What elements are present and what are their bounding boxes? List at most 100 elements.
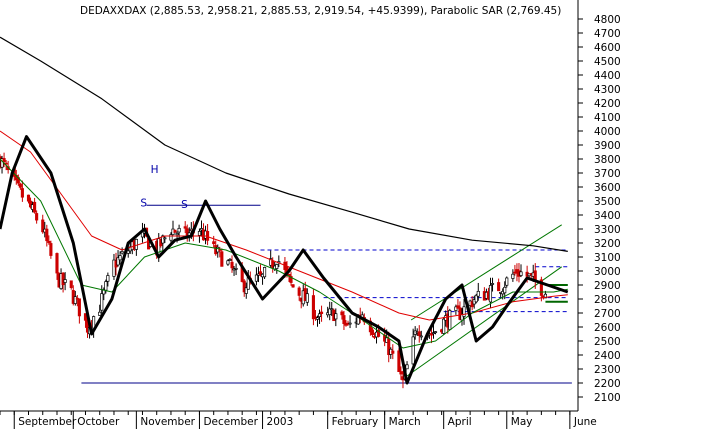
- candle-body: [429, 333, 434, 336]
- candle-body: [77, 298, 81, 317]
- candle-body: [49, 243, 53, 256]
- candle-body: [104, 281, 108, 291]
- candle-body: [175, 233, 179, 236]
- candle-body: [230, 261, 234, 269]
- y-tick-label: 3900: [594, 140, 621, 152]
- x-tick-label: 2003: [267, 416, 294, 428]
- candle-body: [126, 250, 130, 254]
- pattern-label: S: [140, 198, 147, 210]
- candle-body: [197, 231, 202, 236]
- candle-body: [330, 308, 334, 311]
- candle-body: [177, 227, 181, 233]
- y-tick-label: 2500: [594, 336, 621, 348]
- candle-body: [370, 329, 374, 336]
- candle-body: [397, 350, 401, 372]
- candle-body: [18, 183, 22, 188]
- candle-body: [497, 282, 501, 292]
- candle-body: [183, 226, 187, 229]
- x-tick-label: November: [140, 416, 195, 428]
- candle-body: [173, 229, 177, 233]
- candle-body: [488, 285, 493, 303]
- candle-body: [476, 290, 480, 297]
- candle-body: [120, 251, 124, 254]
- candle-body: [100, 293, 104, 311]
- candle-body: [405, 364, 409, 370]
- candle-body: [98, 311, 102, 316]
- candle-body: [28, 200, 33, 208]
- candle-body: [342, 315, 346, 325]
- candle-body: [55, 253, 59, 274]
- candle-body: [490, 283, 495, 285]
- candle-body: [305, 293, 309, 303]
- candle-body: [2, 158, 6, 163]
- candle-body: [116, 257, 120, 266]
- candle-body: [33, 201, 37, 213]
- trend-channel-line: [406, 266, 563, 377]
- candle-body: [291, 284, 295, 288]
- x-tick-label: May: [511, 416, 533, 428]
- y-tick-label: 4200: [594, 98, 621, 110]
- x-tick-label: October: [77, 416, 120, 428]
- candle-body: [419, 335, 423, 338]
- y-tick-label: 3600: [594, 182, 621, 194]
- candle-body: [242, 280, 246, 293]
- y-tick-label: 4000: [594, 126, 621, 138]
- candle-body: [41, 219, 45, 233]
- candle-body: [448, 310, 452, 330]
- candle-body: [519, 271, 523, 276]
- candle-body: [254, 274, 258, 282]
- indicator-line-3: [0, 158, 568, 349]
- y-tick-label: 3200: [594, 238, 621, 250]
- candle-body: [315, 317, 320, 320]
- candle-body: [297, 287, 301, 296]
- candle-body: [417, 331, 421, 336]
- candle-body: [228, 259, 232, 261]
- candle-body: [328, 308, 332, 316]
- candle-body: [106, 275, 110, 282]
- y-tick-label: 2800: [594, 294, 621, 306]
- candle-body: [317, 313, 322, 318]
- y-tick-label: 2600: [594, 322, 621, 334]
- y-tick-label: 4500: [594, 56, 621, 68]
- indicator-line-2: [0, 130, 568, 321]
- candle-body: [442, 318, 446, 334]
- candle-body: [376, 329, 381, 337]
- candle-body: [212, 241, 216, 245]
- candle-body: [163, 237, 167, 240]
- candle-body: [503, 286, 507, 294]
- y-tick-label: 3000: [594, 266, 621, 278]
- candle-body: [462, 306, 466, 317]
- candle-body: [112, 259, 116, 277]
- y-tick-label: 2900: [594, 280, 621, 292]
- x-tick-label: April: [448, 416, 472, 428]
- candle-body: [45, 228, 49, 242]
- candle-body: [161, 235, 165, 244]
- y-tick-label: 4400: [594, 70, 621, 82]
- candle-body: [220, 251, 224, 267]
- candle-body: [258, 271, 263, 276]
- y-tick-label: 2100: [594, 392, 621, 404]
- x-tick-label: December: [203, 416, 258, 428]
- y-tick-label: 4300: [594, 84, 621, 96]
- candle-body: [63, 279, 67, 283]
- x-tick-label: March: [389, 416, 421, 428]
- candle-body: [320, 311, 324, 314]
- candle-body: [169, 234, 173, 241]
- candle-body: [118, 255, 122, 261]
- y-tick-label: 4700: [594, 28, 621, 40]
- candle-body: [275, 264, 279, 269]
- candle-body: [35, 213, 39, 221]
- candle-body: [69, 280, 73, 288]
- chart-title: DEDAXXDAX (2,885.53, 2,958.21, 2,885.53,…: [80, 5, 561, 17]
- y-tick-label: 3700: [594, 168, 621, 180]
- candle-body: [511, 273, 515, 279]
- candle-body: [334, 313, 338, 320]
- candle-body: [348, 322, 352, 325]
- y-tick-label: 4600: [594, 42, 621, 54]
- pattern-label: S: [181, 199, 188, 211]
- y-tick-label: 3800: [594, 154, 621, 166]
- y-tick-label: 2400: [594, 350, 621, 362]
- candle-body: [431, 332, 436, 334]
- candle-body: [102, 289, 106, 295]
